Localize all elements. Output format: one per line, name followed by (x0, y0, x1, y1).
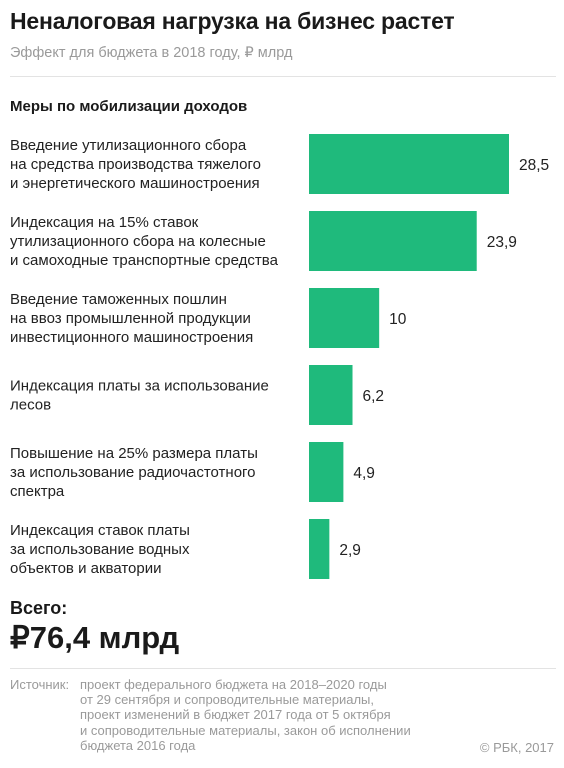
bar-value-label: 23,9 (487, 234, 517, 251)
top-divider (10, 76, 556, 77)
total-value: ₽76,4 млрд (10, 620, 180, 655)
category-label: и самоходные транспортные средства (10, 252, 279, 269)
category-label: на ввоз промышленной продукции (10, 310, 251, 327)
section-title: Меры по мобилизации доходов (10, 98, 248, 115)
source-line: и сопроводительные материалы, закон об и… (80, 722, 411, 738)
category-label: инвестиционного машиностроения (10, 329, 253, 346)
category-label: Введение утилизационного сбора (10, 137, 247, 154)
bar-chart: 28,5 Введение утилизационного сбора на сре… (10, 134, 549, 579)
category-label: Индексация ставок платы (10, 522, 190, 539)
category-label: за использование радиочастотного (10, 464, 256, 481)
chart-subtitle: Эффект для бюджета в 2018 году, ₽ млрд (10, 45, 293, 61)
bar (309, 365, 353, 425)
source-text: проект федерального бюджета на 2018–2020… (80, 677, 411, 753)
bar (309, 134, 509, 194)
source-label: Источник: (10, 677, 70, 692)
chart-title: Неналоговая нагрузка на бизнес растет (10, 8, 455, 34)
category-label: объектов и акватории (10, 560, 161, 577)
category-label: и энергетического машиностроения (10, 175, 260, 192)
bottom-divider (10, 668, 556, 669)
category-label: за использование водных (10, 541, 190, 558)
total-label: Всего: (10, 598, 68, 618)
bar (309, 211, 477, 271)
category-label: на средства производства тяжелого (10, 156, 261, 173)
bar-value-label: 6,2 (363, 388, 385, 405)
bar-value-label: 2,9 (339, 542, 361, 559)
source-line: проект изменений в бюджет 2017 года от 5… (80, 707, 391, 723)
category-label: спектра (10, 483, 65, 500)
source-line: бюджета 2016 года (80, 737, 196, 753)
category-label: утилизационного сбора на колесные (10, 233, 266, 250)
bar-value-label: 4,9 (353, 465, 375, 482)
category-label: Повышение на 25% размера платы (10, 445, 258, 462)
source-line: от 29 сентября и сопроводительные матери… (80, 692, 374, 708)
bar-value-label: 10 (389, 311, 407, 328)
category-label: Введение таможенных пошлин (10, 291, 227, 308)
bar (309, 288, 380, 348)
source-line: проект федерального бюджета на 2018–2020… (80, 677, 387, 692)
category-label: Индексация платы за использование (10, 378, 269, 395)
copyright: © РБК, 2017 (479, 740, 554, 755)
bar-value-label: 28,5 (519, 157, 549, 174)
category-label: Индексация на 15% ставок (10, 214, 199, 231)
bar (309, 442, 344, 502)
category-label: лесов (10, 397, 51, 414)
bar (309, 519, 330, 579)
